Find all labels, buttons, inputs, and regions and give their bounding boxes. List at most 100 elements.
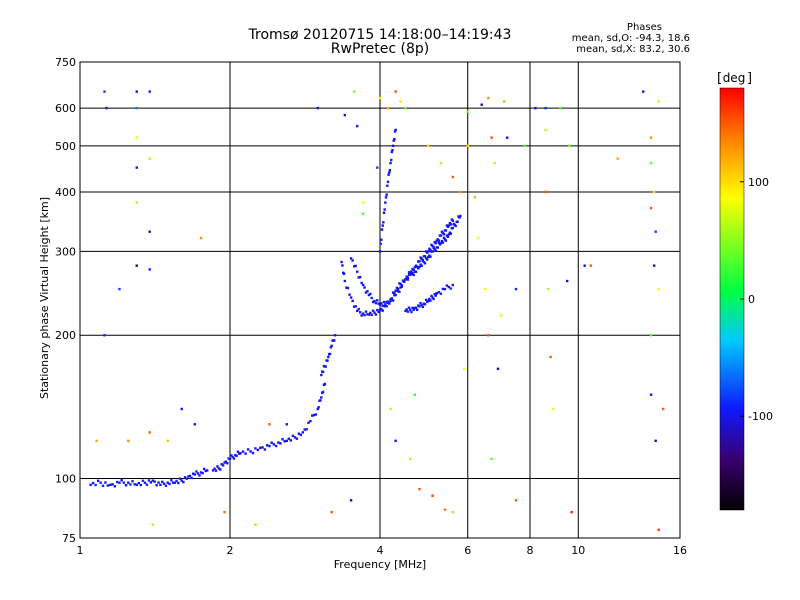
trace-point <box>295 437 299 440</box>
trace-point <box>329 346 333 349</box>
trace-point <box>450 218 454 221</box>
trace-point <box>149 481 153 484</box>
noise-point <box>490 136 493 139</box>
colorbar-tick-label: 100 <box>748 176 769 189</box>
trace-point <box>432 245 435 249</box>
trace-point <box>254 447 257 450</box>
trace-point <box>381 304 384 308</box>
trace-point <box>236 450 240 453</box>
trace-point <box>129 483 132 486</box>
phase-stats-x: mean, sd,X: 83.2, 30.6 <box>576 44 690 55</box>
noise-point <box>418 487 421 491</box>
trace-point <box>370 313 373 317</box>
trace-point <box>124 484 128 487</box>
noise-point <box>193 423 197 426</box>
trace-point <box>423 262 427 265</box>
x-axis: 1 2 4 6 8 10 16 <box>77 544 688 557</box>
trace-point <box>226 462 229 465</box>
trace-point <box>376 308 379 312</box>
noise-point <box>487 96 490 100</box>
trace-point <box>366 313 369 316</box>
trace-point <box>155 484 158 487</box>
trace-point <box>429 255 432 258</box>
trace-point <box>378 308 382 312</box>
noise-point <box>654 230 657 233</box>
noise-point <box>570 510 573 514</box>
trace-point <box>429 299 432 302</box>
noise-point <box>135 90 138 93</box>
trace-point <box>428 297 431 301</box>
trace-point <box>274 444 278 448</box>
noise-point <box>378 96 382 100</box>
trace-point <box>175 479 178 483</box>
trace-point <box>393 130 397 133</box>
trace-point <box>357 276 360 279</box>
trace-point <box>355 309 359 313</box>
noise-point <box>399 100 402 103</box>
colorbar-tick-label: 0 <box>748 293 755 306</box>
trace-point <box>261 446 264 449</box>
trace-point <box>384 196 388 199</box>
noise-point <box>443 508 447 511</box>
y-axis-label: Stationary phase Virtual Height [km] <box>38 197 51 399</box>
noise-point <box>254 523 257 526</box>
x-tick-label: 10 <box>571 544 585 557</box>
trace-point <box>204 469 207 473</box>
noise-point <box>499 314 503 317</box>
trace-point <box>386 180 390 184</box>
trace-point <box>291 434 295 438</box>
noise-point <box>534 106 537 110</box>
trace-point <box>151 479 155 482</box>
trace-point <box>380 307 383 311</box>
noise-point <box>549 355 552 359</box>
trace-point <box>449 287 453 290</box>
noise-point <box>657 100 660 103</box>
trace-point <box>451 219 455 222</box>
noise-point <box>376 166 379 169</box>
trace-point <box>395 286 399 290</box>
trace-point <box>394 293 397 297</box>
trace-point <box>449 232 453 235</box>
noise-point <box>330 510 333 514</box>
trace-point <box>319 399 322 402</box>
trace-point <box>327 355 330 359</box>
trace-point <box>96 479 100 482</box>
trace-point <box>424 257 428 260</box>
trace-point <box>418 265 421 269</box>
trace-point <box>409 308 412 312</box>
trace-point <box>449 223 453 226</box>
trace-point <box>385 304 388 308</box>
trace-point <box>358 311 362 314</box>
trace-point <box>202 467 206 471</box>
trace-point <box>358 275 362 279</box>
trace-point <box>157 481 160 484</box>
trace-point <box>196 472 200 475</box>
colorbar-unit-bracket-close: ] <box>747 71 752 86</box>
noise-point <box>355 124 359 128</box>
trace-point <box>162 482 166 485</box>
y-tick-label: 750 <box>55 56 76 69</box>
noise-point <box>642 90 645 93</box>
trace-point <box>182 480 185 484</box>
trace-point <box>415 308 419 311</box>
trace-point <box>410 310 413 314</box>
noise-point <box>404 106 407 110</box>
trace-point <box>216 465 219 468</box>
trace-point <box>398 290 401 294</box>
trace-point <box>330 344 333 348</box>
trace-point <box>389 299 392 303</box>
trace-point <box>320 373 323 377</box>
trace-point <box>367 313 371 316</box>
trace-point <box>440 230 444 233</box>
noise-point <box>661 407 665 411</box>
trace-point <box>109 483 112 487</box>
trace-point <box>348 293 351 296</box>
trace-point <box>287 437 291 440</box>
noise-point <box>135 166 138 169</box>
trace-point <box>224 460 228 463</box>
noise-point <box>148 230 151 233</box>
noise-point <box>514 287 518 291</box>
trace-point <box>367 293 371 297</box>
trace-point <box>141 479 145 482</box>
trace-point <box>342 272 346 275</box>
